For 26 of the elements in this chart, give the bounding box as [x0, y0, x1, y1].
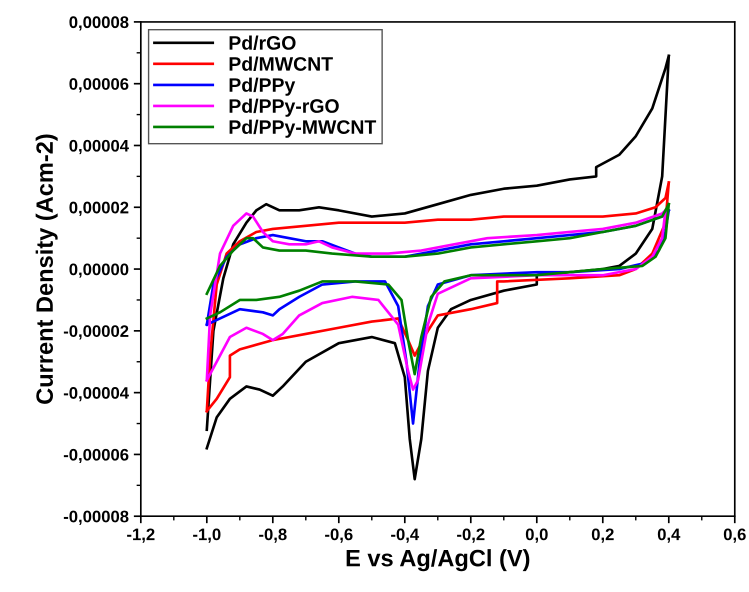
x-tick-label: -1,2 [127, 528, 155, 543]
legend-label: Pd/rGO [230, 36, 296, 50]
legend-label: Pd/PPy [230, 78, 296, 96]
y-tick-label: -0,00006 [64, 448, 128, 464]
y-tick-label: 0,00002 [69, 202, 128, 216]
legend-label: Pd/PPy-MWCNT [230, 120, 376, 138]
x-tick-label: 0,6 [724, 528, 746, 543]
y-axis-title: Current Density (Acm-2) [36, 134, 58, 404]
x-tick-label: 0,0 [526, 528, 548, 543]
y-tick-label: 0,00000 [69, 263, 128, 278]
y-tick-label: -0,00002 [64, 325, 128, 340]
y-tick-label: 0,00004 [69, 140, 129, 154]
x-axis-title: E vs Ag/AgCl (V) [346, 549, 530, 572]
y-tick-label: -0,00008 [64, 510, 128, 525]
x-tick-label: 0,4 [658, 528, 680, 543]
x-tick-label: -0,4 [391, 528, 420, 543]
x-tick-label: -0,6 [325, 528, 353, 543]
x-tick-label: -0,2 [457, 528, 484, 543]
y-tick-label: 0,00006 [69, 78, 128, 92]
x-tick-label: 0,2 [592, 528, 614, 543]
y-tick-label: -0,00004 [64, 387, 129, 402]
y-tick-label: 0,00008 [69, 16, 128, 31]
x-tick-label: -1,0 [193, 528, 220, 543]
legend-label: Pd/PPy-rGO [230, 98, 339, 117]
x-tick-label: -0,8 [259, 528, 287, 543]
legend-label: Pd/MWCNT [230, 56, 333, 72]
